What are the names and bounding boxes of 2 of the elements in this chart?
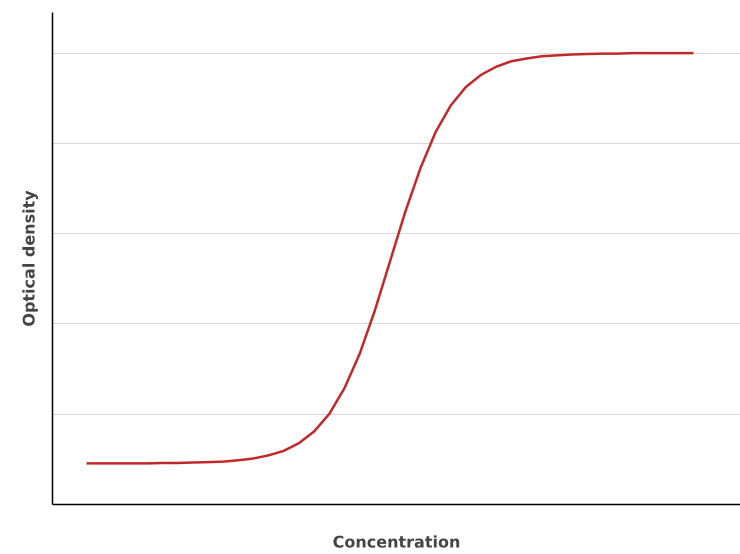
x-axis-title: Concentration bbox=[332, 532, 460, 552]
y-axis-title: Optical density bbox=[20, 190, 38, 327]
